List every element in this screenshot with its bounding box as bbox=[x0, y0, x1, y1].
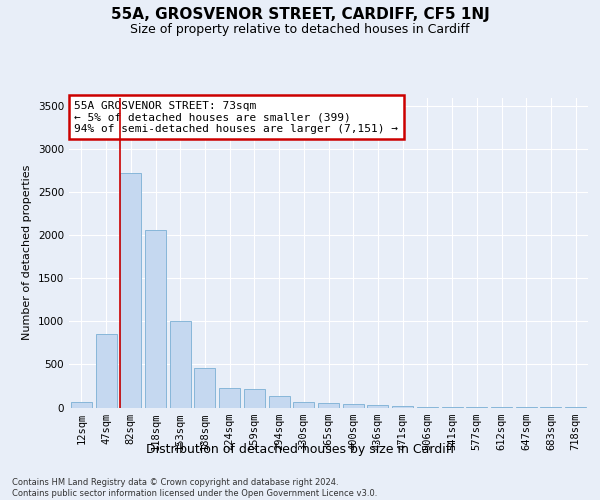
Text: Distribution of detached houses by size in Cardiff: Distribution of detached houses by size … bbox=[146, 442, 454, 456]
Text: Contains HM Land Registry data © Crown copyright and database right 2024.
Contai: Contains HM Land Registry data © Crown c… bbox=[12, 478, 377, 498]
Text: Size of property relative to detached houses in Cardiff: Size of property relative to detached ho… bbox=[130, 22, 470, 36]
Bar bbox=[392, 406, 413, 407]
Bar bbox=[95, 334, 116, 407]
Bar bbox=[120, 174, 141, 408]
Bar bbox=[343, 404, 364, 407]
Bar bbox=[367, 405, 388, 407]
Text: 55A GROSVENOR STREET: 73sqm
← 5% of detached houses are smaller (399)
94% of sem: 55A GROSVENOR STREET: 73sqm ← 5% of deta… bbox=[74, 100, 398, 134]
Bar bbox=[219, 388, 240, 407]
Bar bbox=[244, 388, 265, 407]
Bar bbox=[194, 368, 215, 408]
Bar bbox=[417, 406, 438, 408]
Bar bbox=[269, 396, 290, 407]
Bar bbox=[145, 230, 166, 408]
Bar bbox=[170, 320, 191, 408]
Y-axis label: Number of detached properties: Number of detached properties bbox=[22, 165, 32, 340]
Bar bbox=[318, 403, 339, 407]
Bar bbox=[293, 402, 314, 407]
Text: 55A, GROSVENOR STREET, CARDIFF, CF5 1NJ: 55A, GROSVENOR STREET, CARDIFF, CF5 1NJ bbox=[110, 8, 490, 22]
Bar bbox=[71, 402, 92, 407]
